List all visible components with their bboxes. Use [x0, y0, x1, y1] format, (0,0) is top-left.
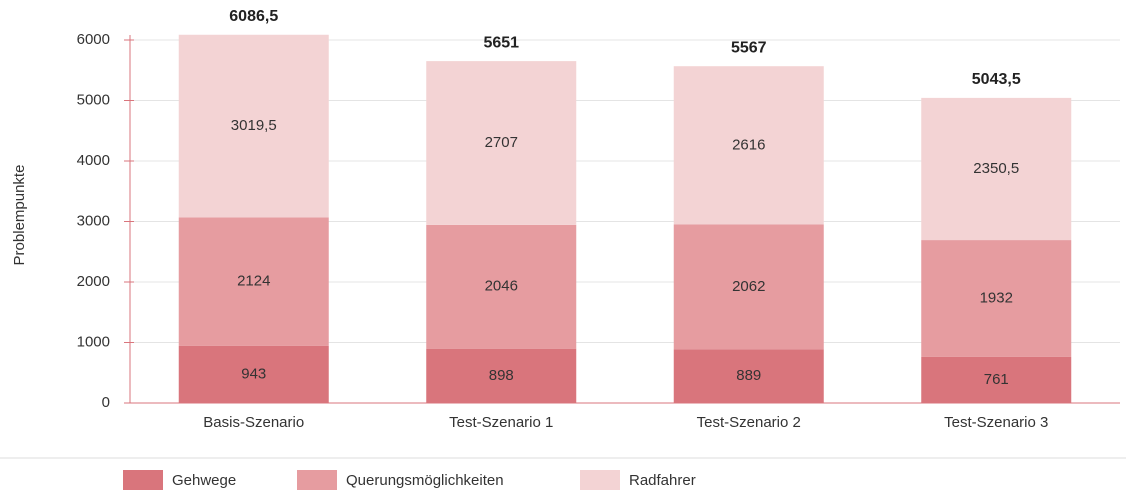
- y-tick-label: 6000: [77, 31, 110, 48]
- y-tick-label: 3000: [77, 212, 110, 229]
- value-label: 3019,5: [231, 117, 277, 134]
- total-label: 5567: [731, 39, 767, 56]
- legend-swatch: [123, 470, 163, 490]
- legend-swatch: [580, 470, 620, 490]
- value-label: 2062: [732, 278, 765, 295]
- x-tick-label: Test-Szenario 1: [449, 414, 553, 431]
- y-tick-label: 2000: [77, 273, 110, 290]
- legend-label: Radfahrer: [629, 472, 696, 489]
- legend-label: Gehwege: [172, 472, 236, 489]
- value-label: 898: [489, 367, 514, 384]
- x-tick-label: Basis-Szenario: [203, 414, 304, 431]
- value-label: 943: [241, 365, 266, 382]
- y-tick-label: 1000: [77, 333, 110, 350]
- legend-swatch: [297, 470, 337, 490]
- y-tick-label: 4000: [77, 152, 110, 169]
- value-label: 2046: [485, 278, 518, 295]
- value-label: 2616: [732, 136, 765, 153]
- legend-label: Querungsmöglichkeiten: [346, 472, 504, 489]
- value-label: 2124: [237, 273, 270, 290]
- total-label: 6086,5: [229, 8, 278, 25]
- y-axis-label: Problempunkte: [11, 165, 28, 266]
- value-label: 1932: [980, 289, 1013, 306]
- total-label: 5651: [483, 34, 519, 51]
- x-tick-label: Test-Szenario 3: [944, 414, 1048, 431]
- total-label: 5043,5: [972, 71, 1021, 88]
- y-tick-label: 0: [102, 394, 110, 411]
- value-label: 761: [984, 371, 1009, 388]
- value-label: 2707: [485, 134, 518, 151]
- y-tick-label: 5000: [77, 91, 110, 108]
- value-label: 889: [736, 367, 761, 384]
- x-tick-label: Test-Szenario 2: [697, 414, 801, 431]
- chart: Problempunkte 0 1000 2000 3000 4000 5000 6000 9…: [0, 0, 1126, 490]
- value-label: 2350,5: [973, 160, 1019, 177]
